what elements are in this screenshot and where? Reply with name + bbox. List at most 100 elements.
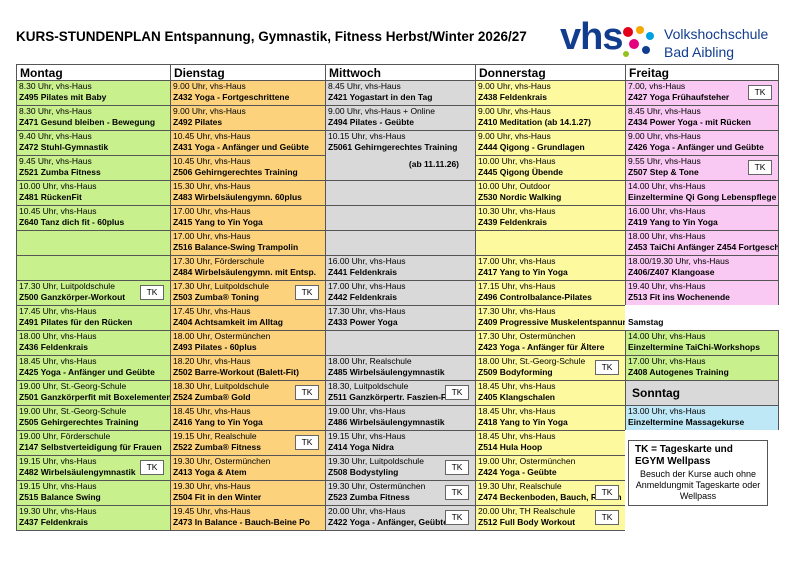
time: 14.00 Uhr, vhs-Haus (628, 331, 706, 341)
time: 19.30 Uhr, vhs-Haus (19, 506, 97, 516)
course-cell: 13.00 Uhr, vhs-Haus Einzeltermine Massage… (625, 405, 779, 431)
section-heading: Sonntag (632, 386, 680, 400)
course: Z442 Feldenkrais (328, 292, 397, 302)
course-cell: 18.00 Uhr, St.-Georg-Schule Z509 Bodyform… (475, 355, 626, 381)
time: 9.00 Uhr, vhs-Haus (628, 131, 701, 141)
time: 9.00 Uhr, vhs-Haus (173, 81, 246, 91)
course-cell: 18.45 Uhr, vhs-Haus Z425 Yoga - Anfänger … (16, 355, 171, 381)
time: 17.00 Uhr, vhs-Haus (478, 256, 556, 266)
course-cell (325, 330, 476, 356)
course-cell: 17.00 Uhr, vhs-Haus Z415 Yang to Yin Yoga (170, 205, 326, 231)
course-cell: 17.45 Uhr, vhs-Haus Z491 Pilates für den … (16, 305, 171, 331)
time: 17.45 Uhr, vhs-Haus (173, 306, 251, 316)
course-cell: 19.45 Uhr, vhs-Haus Z473 In Balance - Bau… (170, 505, 326, 531)
time: 9.00 Uhr, vhs-Haus (478, 81, 551, 91)
course-cell: 17.30 Uhr, vhs-Haus Z409 Progressive Musk… (475, 305, 626, 331)
course: Z424 Yoga - Geübte (478, 467, 557, 477)
time: 19.30 Uhr, Luitpoldschule (328, 456, 424, 466)
time: 17.30 Uhr, vhs-Haus (328, 306, 406, 316)
course-cell: 19.15 Uhr, vhs-Haus Z414 Yoga Nidra (325, 430, 476, 456)
time: 8.30 Uhr, vhs-Haus (19, 81, 92, 91)
course: Z495 Pilates mit Baby (19, 92, 107, 102)
course: Z494 Pilates - Geübte (328, 117, 414, 127)
course: Z514 Hula Hoop (478, 442, 543, 452)
course: Samstag (628, 317, 664, 327)
course-cell: 18.45 Uhr, vhs-Haus Z416 Yang to Yin Yoga (170, 405, 326, 431)
time: 18.45 Uhr, vhs-Haus (478, 381, 556, 391)
legend-text: Besuch der Kurse auch ohne Anmeldungmit … (635, 469, 761, 501)
course: Z501 Ganzkörperfit mit Boxelementen (19, 392, 171, 402)
course-cell: 8.45 Uhr, vhs-Haus Z434 Power Yoga - mit … (625, 105, 779, 131)
time: 10.45 Uhr, vhs-Haus (173, 156, 251, 166)
time: 17.45 Uhr, vhs-Haus (19, 306, 97, 316)
course: Z416 Yang to Yin Yoga (173, 417, 263, 427)
time: 9.40 Uhr, vhs-Haus (19, 131, 92, 141)
course-cell: 9.45 Uhr, vhs-Haus Z521 Zumba Fitness (16, 155, 171, 181)
course: Z431 Yoga - Anfänger und Geübte (173, 142, 309, 152)
time: 17.30 Uhr, vhs-Haus (478, 306, 556, 316)
time: 19.30 Uhr, vhs-Haus (173, 481, 251, 491)
time: 19.15 Uhr, vhs-Haus (19, 456, 97, 466)
course: Z441 Feldenkrais (328, 267, 397, 277)
time: 18.00 Uhr, Ostermünchen (173, 331, 271, 341)
course-cell (16, 255, 171, 281)
spacer (628, 306, 776, 317)
time: 18.00 Uhr, Realschule (328, 356, 412, 366)
time: 10.45 Uhr, vhs-Haus (19, 206, 97, 216)
course-cell: 17.30 Uhr, Ostermünchen Z423 Yoga - Anfän… (475, 330, 626, 356)
course-cell: 16.00 Uhr, vhs-Haus Z419 Yang to Yin Yoga (625, 205, 779, 231)
course: Z413 Yoga & Atem (173, 467, 247, 477)
course-cell: 10.30 Uhr, vhs-Haus Z439 Feldenkrais (475, 205, 626, 231)
course: Einzeltermine Qi Gong Lebenspflege (628, 192, 777, 202)
course: Z423 Yoga - Anfänger für Ältere (478, 342, 605, 352)
time: 8.30 Uhr, vhs-Haus (19, 106, 92, 116)
course: Z408 Autogenes Training (628, 367, 729, 377)
logo-dots (623, 26, 654, 57)
course: Einzeltermine Massagekurse (628, 417, 745, 427)
course-cell: 19.30 Uhr, Realschule Z474 Beckenboden, B… (475, 480, 626, 506)
course: Z492 Pilates (173, 117, 223, 127)
course-cell: Sonntag (625, 380, 779, 406)
time: 19.30 Uhr, Realschule (478, 481, 562, 491)
time: 18.00/19.30 Uhr, vhs-Haus (628, 256, 730, 266)
course-cell: 19.15 Uhr, vhs-Haus Z515 Balance Swing (16, 480, 171, 506)
tk-badge: TK (748, 85, 772, 100)
time: 19.00 Uhr, St.-Georg-Schule (19, 406, 127, 416)
time: 9.00 Uhr, vhs-Haus (478, 106, 551, 116)
time: 19.15 Uhr, Realschule (173, 431, 257, 441)
course: Z474 Beckenboden, Bauch, Rücken (478, 492, 622, 502)
time: 17.30 Uhr, Luitpoldschule (19, 281, 115, 291)
course: Z481 RückenFit (19, 192, 82, 202)
tk-badge: TK (595, 510, 619, 525)
course-cell (325, 230, 476, 256)
course: Z444 Qigong - Grundlagen (478, 142, 585, 152)
time: 18.00 Uhr, vhs-Haus (19, 331, 97, 341)
course: Z439 Feldenkrais (478, 217, 547, 227)
course: Z404 Achtsamkeit im Alltag (173, 317, 283, 327)
day-header: Montag (16, 64, 171, 81)
time: 13.00 Uhr, vhs-Haus (628, 406, 706, 416)
course: Z405 Klangschalen (478, 392, 556, 402)
course-cell: 8.30 Uhr, vhs-Haus Z471 Gesund bleiben - … (16, 105, 171, 131)
course-cell: 14.00 Uhr, vhs-Haus Einzeltermine TaiChi-… (625, 330, 779, 356)
course: Z500 Ganzkörper-Workout (19, 292, 126, 302)
course-cell: 10.15 Uhr, vhs-Haus Z5061 Gehirngerechtes… (325, 130, 476, 156)
time: 19.15 Uhr, vhs-Haus (19, 481, 97, 491)
time: 10.45 Uhr, vhs-Haus (173, 131, 251, 141)
course: Z438 Feldenkrais (478, 92, 547, 102)
course: Z473 In Balance - Bauch-Beine Po (173, 517, 310, 527)
course-cell (16, 230, 171, 256)
tk-badge: TK (445, 460, 469, 475)
time: 10.00 Uhr, vhs-Haus (19, 181, 97, 191)
time: 18.20 Uhr, vhs-Haus (173, 356, 251, 366)
course: Z522 Zumba® Fitness (173, 442, 261, 452)
course: Z418 Yang to Yin Yoga (478, 417, 568, 427)
course-cell: 10.00 Uhr, vhs-Haus Z445 Qigong Übende (475, 155, 626, 181)
course-cell: 19.30 Uhr, Ostermünchen Z413 Yoga & Atem (170, 455, 326, 481)
course-cell: 19.00 Uhr, St.-Georg-Schule Z501 Ganzkörp… (16, 380, 171, 406)
course: Z515 Balance Swing (19, 492, 101, 502)
course: Z419 Yang to Yin Yoga (628, 217, 718, 227)
note: (ab 11.11.26) (408, 159, 459, 169)
time: 16.00 Uhr, vhs-Haus (328, 256, 406, 266)
course-cell: 9.00 Uhr, vhs-Haus Z444 Qigong - Grundlag… (475, 130, 626, 156)
